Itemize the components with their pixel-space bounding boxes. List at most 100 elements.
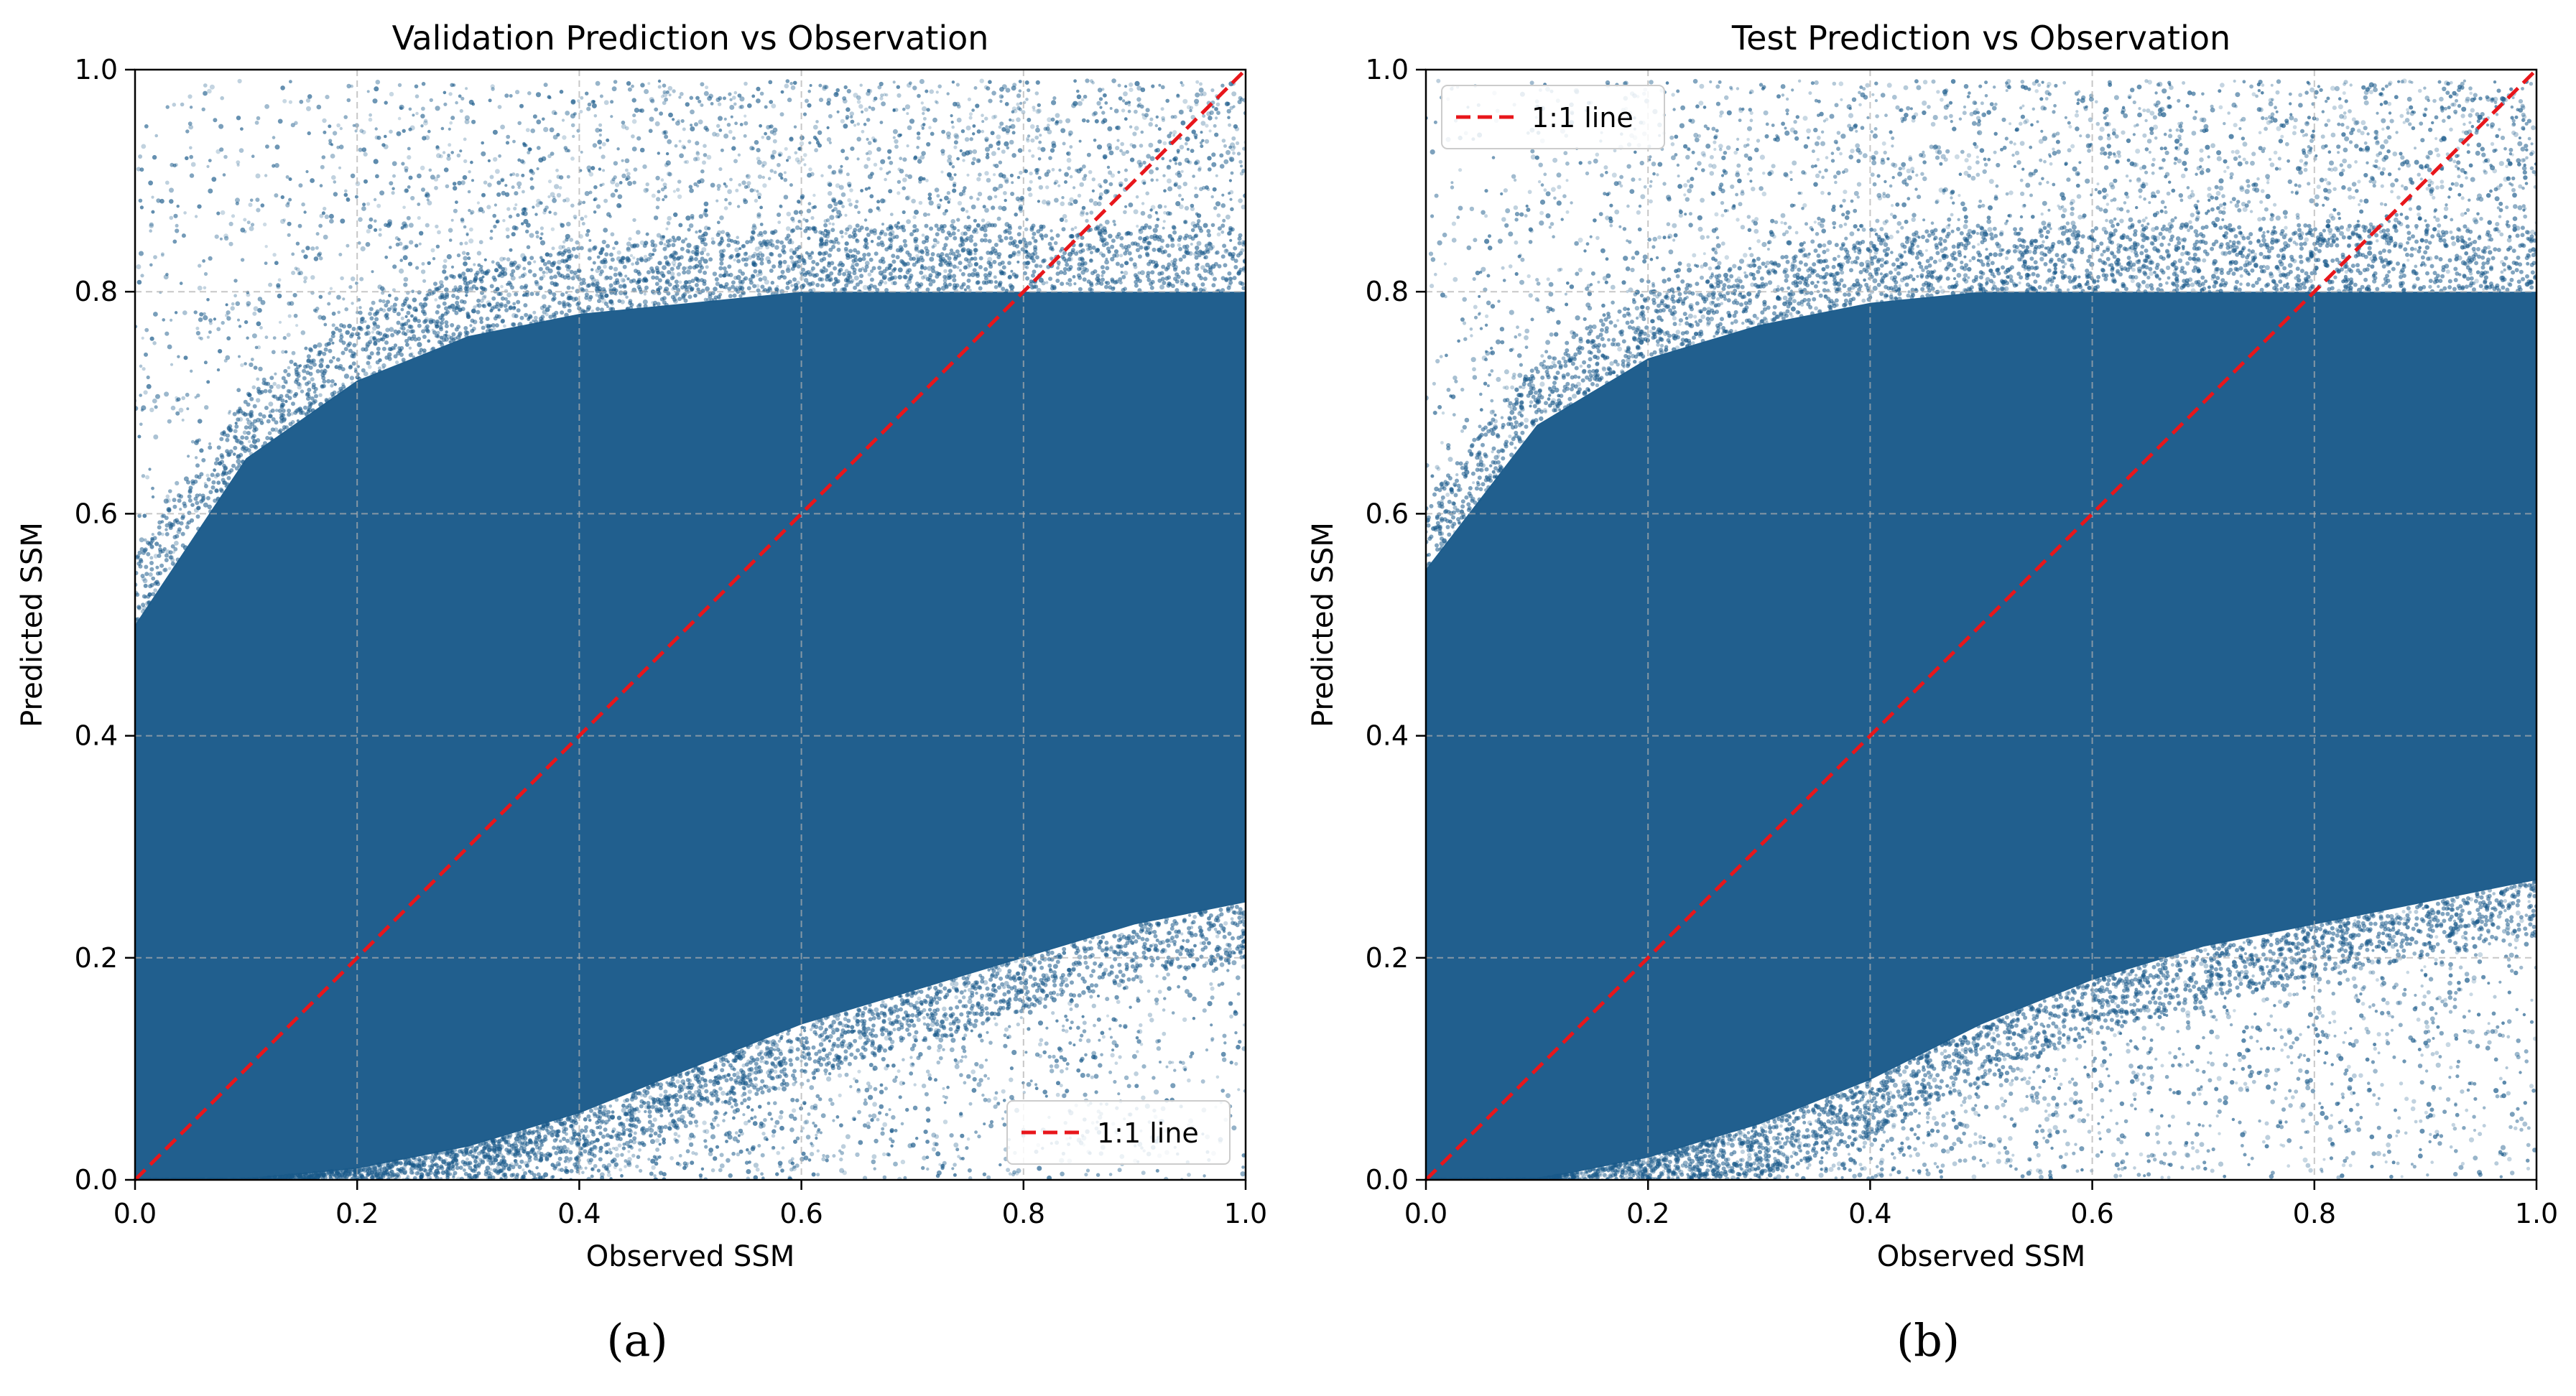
scatter-point <box>496 219 500 224</box>
scatter-point <box>152 154 157 160</box>
scatter-point <box>363 179 368 184</box>
scatter-point <box>823 1068 828 1074</box>
scatter-point <box>236 163 240 167</box>
scatter-point <box>213 118 218 123</box>
scatter-point <box>1080 98 1085 102</box>
scatter-point <box>887 156 891 160</box>
scatter-point <box>379 228 382 231</box>
scatter-point <box>185 392 190 397</box>
scatter-point <box>737 153 741 157</box>
scatter-point <box>329 287 333 290</box>
scatter-point <box>175 411 180 416</box>
scatter-point <box>425 135 430 141</box>
scatter-point <box>1069 197 1074 202</box>
scatter-point <box>958 269 962 272</box>
scatter-point <box>988 98 993 103</box>
scatter-point <box>1041 281 1046 286</box>
scatter-point <box>840 1144 846 1149</box>
scatter-point <box>455 200 458 204</box>
scatter-point <box>772 1129 777 1134</box>
scatter-point <box>775 1172 779 1176</box>
scatter-point <box>227 411 231 415</box>
scatter-point <box>581 1171 585 1175</box>
scatter-point <box>710 1168 715 1173</box>
scatter-point <box>472 1155 478 1160</box>
scatter-point <box>853 205 858 209</box>
scatter-point <box>735 188 739 192</box>
scatter-point <box>1004 141 1009 146</box>
scatter-point <box>172 239 177 244</box>
scatter-point <box>238 355 241 358</box>
scatter-point <box>584 1166 588 1170</box>
scatter-point <box>963 1081 967 1085</box>
scatter-point <box>1207 167 1212 172</box>
scatter-point <box>240 227 246 233</box>
scatter-point <box>912 215 917 220</box>
scatter-point <box>809 84 812 87</box>
scatter-point <box>467 256 471 261</box>
scatter-point <box>592 261 596 265</box>
scatter-point <box>1177 185 1182 190</box>
scatter-point <box>1183 219 1188 225</box>
scatter-point <box>562 135 567 140</box>
scatter-point <box>1149 117 1154 121</box>
scatter-point <box>636 258 640 261</box>
scatter-point <box>596 1168 601 1173</box>
scatter-point <box>984 171 989 176</box>
scatter-point <box>1068 1041 1072 1045</box>
scatter-point <box>872 1068 876 1071</box>
scatter-point <box>909 1071 914 1076</box>
scatter-point <box>470 210 475 215</box>
scatter-point <box>993 1096 998 1101</box>
scatter-point <box>1124 101 1129 106</box>
scatter-point <box>325 364 330 369</box>
scatter-point <box>1192 914 1197 919</box>
scatter-point <box>856 1088 861 1092</box>
scatter-point <box>310 246 315 251</box>
scatter-point <box>503 324 506 328</box>
scatter-point <box>624 158 630 164</box>
scatter-point <box>1219 153 1224 158</box>
scatter-point <box>993 195 998 199</box>
scatter-point <box>1057 1046 1062 1051</box>
scatter-point <box>812 124 818 130</box>
scatter-point <box>303 279 307 284</box>
scatter-point <box>876 206 880 210</box>
scatter-point <box>1027 1010 1033 1015</box>
scatter-point <box>913 1083 917 1086</box>
scatter-point <box>679 153 684 159</box>
scatter-point <box>1114 1061 1118 1065</box>
scatter-point <box>1142 160 1146 165</box>
scatter-point <box>363 320 367 323</box>
scatter-point <box>1080 1033 1084 1038</box>
scatter-point <box>397 116 402 121</box>
scatter-point <box>402 129 406 133</box>
scatter-point <box>1108 233 1113 239</box>
scatter-point <box>471 1154 476 1158</box>
scatter-point <box>801 158 805 162</box>
scatter-point <box>886 172 889 175</box>
scatter-point <box>300 389 305 394</box>
scatter-point <box>816 1173 820 1177</box>
scatter-point <box>450 218 454 222</box>
scatter-point <box>1134 109 1138 114</box>
scatter-point <box>925 1069 930 1074</box>
scatter-point <box>371 270 374 274</box>
scatter-point <box>597 139 603 145</box>
scatter-point <box>807 1112 811 1116</box>
scatter-point <box>828 1072 832 1076</box>
scatter-point <box>160 253 165 257</box>
scatter-point <box>1066 152 1070 155</box>
scatter-point <box>1066 151 1071 157</box>
scatter-point <box>1199 141 1203 145</box>
scatter-point <box>970 204 976 210</box>
scatter-point <box>794 1163 800 1168</box>
scatter-point <box>392 187 395 190</box>
scatter-point <box>1028 192 1033 197</box>
scatter-point <box>481 151 486 157</box>
scatter-point <box>980 1038 984 1043</box>
scatter-point <box>148 180 154 186</box>
scatter-point <box>381 308 386 313</box>
scatter-point <box>318 393 323 397</box>
scatter-point <box>654 107 659 112</box>
